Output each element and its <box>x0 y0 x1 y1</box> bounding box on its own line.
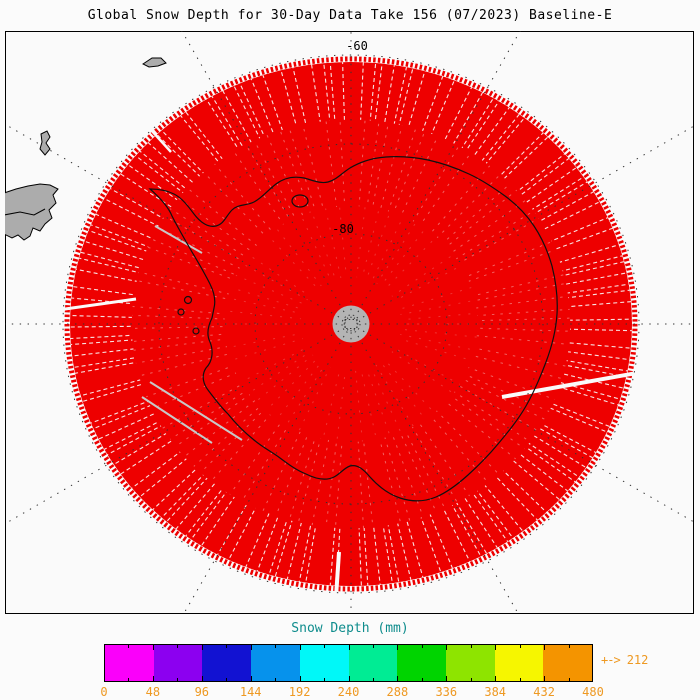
colorbar-tick-label: 144 <box>239 685 262 699</box>
colorbar-tick-label: 0 <box>100 685 108 699</box>
lat-label-80: -80 <box>332 222 354 236</box>
colorbar-tick-label: 240 <box>337 685 360 699</box>
pole-dotted-circle <box>341 314 361 334</box>
landmasses <box>5 57 167 241</box>
colorbar-tick-label: 384 <box>484 685 507 699</box>
small-island-outline <box>183 295 193 305</box>
colorbar-segment-1 <box>153 645 203 681</box>
pole-hole <box>332 305 370 343</box>
swath-gap-streaks <box>57 118 649 598</box>
colorbar-segment-7 <box>445 645 495 681</box>
colorbar-tick-label: 96 <box>194 685 210 699</box>
page-title: Global Snow Depth for 30-Day Data Take 1… <box>87 8 613 23</box>
falkland-islands <box>39 130 51 156</box>
overflow-value: 212 <box>626 653 649 667</box>
overflow-arrow-icon: +-> <box>601 653 621 667</box>
lat-ring-60 <box>62 54 640 594</box>
lat-ring-70 <box>158 143 544 505</box>
swath-texture <box>70 62 632 586</box>
lat-label-60: -60 <box>346 39 368 53</box>
colorbar-tick-label: 432 <box>533 685 555 699</box>
colorbar-segment-2 <box>202 645 252 681</box>
colorbar-segment-3 <box>251 645 300 681</box>
colorbar-tick-label: 288 <box>386 685 409 699</box>
lat-ring-80 <box>254 233 448 415</box>
strait-line <box>5 208 46 216</box>
south-america-tip <box>5 183 59 241</box>
colorbar-overflow-annotation: +-> 212 <box>601 653 648 667</box>
colorbar-segment-0 <box>105 645 154 681</box>
antarctica-coastline <box>148 156 558 502</box>
small-island-outline <box>177 308 185 316</box>
colorbar-segment-8 <box>494 645 544 681</box>
colorbar-tick-label: 48 <box>145 685 161 699</box>
gray-swath-streaks <box>141 225 243 444</box>
colorbar-title: Snow Depth (mm) <box>291 621 409 636</box>
colorbar-segment-4 <box>299 645 349 681</box>
colorbar-segment-6 <box>397 645 446 681</box>
colorbar-labels: 0 48 96 144 192 240 288 336 384 432 480 <box>0 685 700 700</box>
colorbar-tick-label: 192 <box>288 685 311 699</box>
small-island-outline <box>291 194 309 208</box>
south-georgia-island <box>142 57 167 68</box>
colorbar-segment-9 <box>543 645 593 681</box>
colorbar <box>104 644 593 682</box>
colorbar-tick-label: 480 <box>582 685 604 699</box>
colorbar-tick-label: 336 <box>435 685 458 699</box>
small-island-outline <box>192 327 200 335</box>
colorbar-segment-5 <box>348 645 398 681</box>
